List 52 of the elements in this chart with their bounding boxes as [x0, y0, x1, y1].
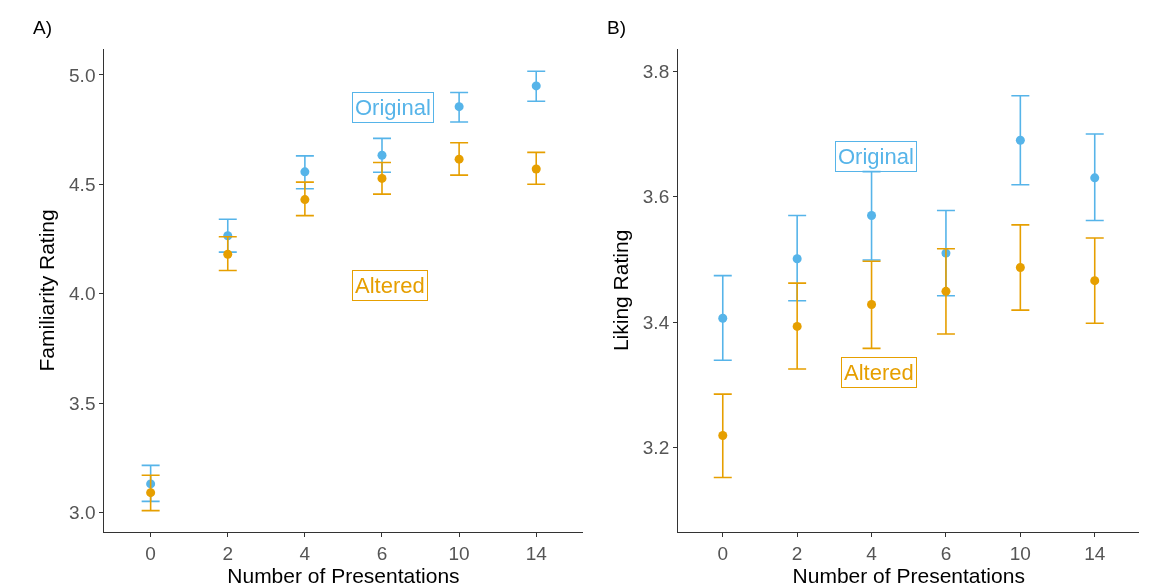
text: Altered: [355, 273, 425, 298]
point: [792, 321, 802, 331]
point: [531, 81, 541, 91]
point: [1015, 263, 1025, 272]
y-tick-label: 5.0: [69, 64, 96, 86]
x-tick-label: 0: [717, 542, 729, 564]
series-label: Original: [355, 95, 431, 120]
x-tick-label: 10: [448, 542, 470, 564]
y-axis-title: Liking Rating: [608, 229, 632, 352]
x-tick-label: 0: [145, 542, 156, 564]
x-tick-label: 6: [376, 542, 388, 564]
chart-title: A): [33, 17, 52, 38]
chart-title: B): [607, 17, 626, 38]
point: [867, 210, 877, 220]
point: [941, 286, 951, 296]
text: Original: [838, 144, 914, 169]
y-tick-label: 4.5: [69, 173, 96, 195]
point: [223, 249, 233, 259]
point: [454, 154, 464, 164]
point: [867, 299, 877, 309]
point: [531, 164, 541, 174]
point: [718, 313, 728, 323]
x-tick-label: 10: [1009, 542, 1031, 564]
point: [300, 195, 310, 205]
x-tick-label: 2: [222, 542, 234, 564]
x-tick-label: 2: [791, 542, 803, 564]
text: Altered: [844, 360, 914, 385]
y-tick-label: 3.5: [69, 392, 96, 414]
point: [1090, 276, 1100, 286]
point: [1090, 173, 1100, 183]
y-tick-label: 3.0: [69, 502, 96, 524]
y-tick-label: 3.8: [642, 60, 670, 82]
point: [377, 173, 387, 183]
x-tick-label: 4: [299, 542, 311, 564]
y-axis-title: Familiarity Rating: [35, 209, 59, 372]
point: [377, 150, 387, 160]
x-tick-label: 14: [1084, 542, 1106, 564]
point: [454, 102, 464, 112]
point: [718, 431, 728, 440]
x-tick-label: 14: [525, 542, 548, 564]
x-axis-title: Number of Presentations: [792, 563, 1025, 587]
y-tick-label: 4.0: [69, 283, 96, 305]
point: [146, 488, 156, 498]
y-tick-label: 3.4: [642, 311, 670, 333]
point: [1015, 135, 1025, 145]
x-axis-title: Number of Presentations: [227, 563, 460, 587]
point: [792, 254, 802, 264]
x-tick-label: 4: [866, 542, 878, 564]
point: [300, 167, 310, 177]
x-tick-label: 6: [940, 542, 952, 564]
y-tick-label: 3.6: [642, 186, 670, 208]
y-tick-label: 3.2: [642, 437, 670, 459]
